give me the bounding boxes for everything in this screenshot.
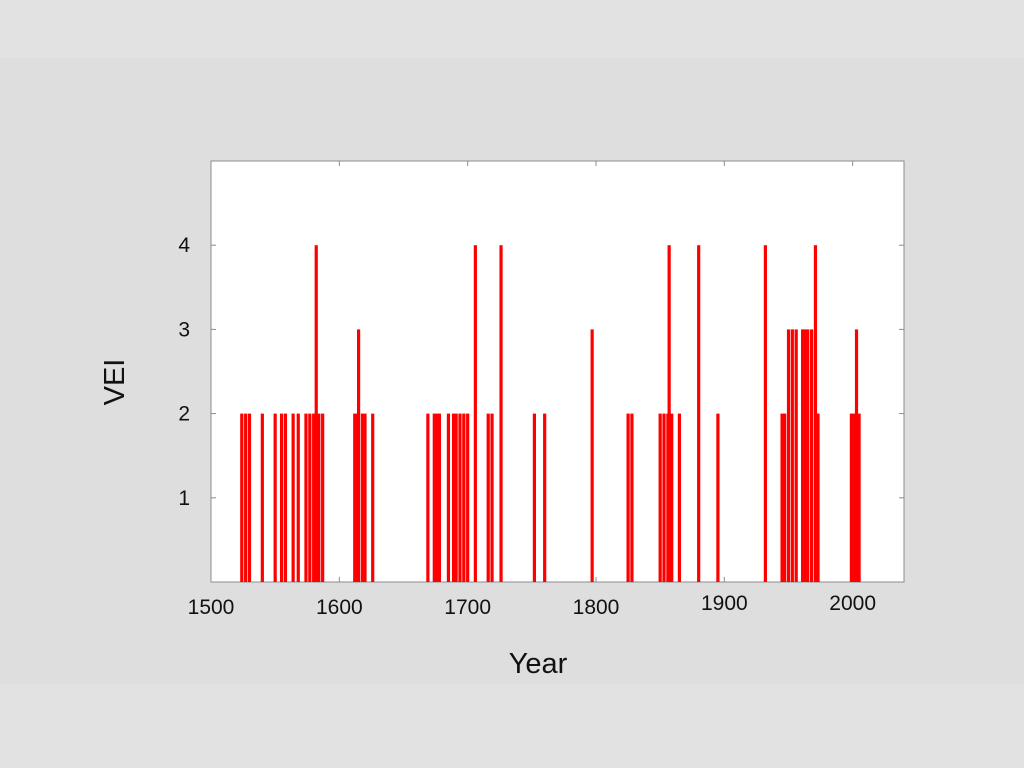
bar: [240, 413, 244, 582]
bar: [432, 413, 436, 582]
bar: [810, 329, 814, 582]
bar: [247, 413, 252, 582]
bar: [816, 413, 820, 582]
bar: [532, 413, 536, 582]
x-axis-title: Year: [509, 648, 568, 680]
bar: [854, 329, 859, 582]
bar: [794, 329, 798, 582]
bar: [279, 413, 284, 582]
y-tick-labels: 1 2 3 4: [178, 234, 190, 510]
bar: [486, 413, 490, 582]
bar: [273, 413, 277, 582]
bar: [312, 413, 316, 582]
x-tick-label: 1700: [444, 596, 491, 619]
bar: [786, 329, 791, 582]
bar: [466, 413, 470, 582]
bar: [317, 413, 321, 582]
bar: [667, 245, 671, 582]
y-axis-title: VEI: [99, 359, 131, 406]
x-tick-label: 1800: [573, 596, 620, 619]
x-tick-label: 1900: [701, 592, 748, 615]
bar: [852, 413, 856, 582]
bar: [806, 329, 810, 582]
bar: [244, 413, 248, 582]
bar: [473, 245, 477, 582]
y-tick-label: 2: [178, 403, 190, 426]
bar: [360, 413, 365, 582]
bar: [314, 245, 318, 582]
bar: [801, 329, 805, 582]
bar: [813, 245, 818, 582]
bar: [454, 413, 458, 582]
bar: [626, 413, 630, 582]
bar: [462, 413, 466, 582]
bar: [304, 413, 308, 582]
bar: [849, 413, 853, 582]
bar: [857, 413, 861, 582]
bar: [371, 413, 375, 582]
bar: [803, 329, 807, 582]
bar: [260, 413, 264, 582]
bar: [697, 245, 701, 582]
bar: [790, 329, 794, 582]
bar: [630, 413, 634, 582]
bar: [363, 413, 367, 582]
bars: [240, 245, 861, 582]
bar: [658, 413, 662, 582]
bar: [662, 413, 666, 582]
bar: [446, 413, 451, 582]
bar: [437, 413, 442, 582]
bar: [321, 413, 325, 582]
bar: [499, 245, 503, 582]
bar: [308, 413, 312, 582]
bar: [670, 413, 674, 582]
x-tick-label: 2000: [829, 592, 876, 615]
y-tick-label: 1: [178, 487, 190, 510]
bar: [356, 329, 361, 582]
bar: [458, 413, 462, 582]
bar: [426, 413, 430, 582]
x-tick-labels: 1500 1600 1700 1800 1900 2000: [188, 592, 876, 619]
bar: [291, 413, 295, 582]
y-tick-label: 4: [178, 234, 190, 257]
bar: [543, 413, 547, 582]
x-tick-label: 1500: [188, 596, 235, 619]
bar: [716, 413, 720, 582]
bar: [590, 329, 594, 582]
bar: [353, 413, 357, 582]
bar: [783, 413, 787, 582]
bar: [451, 413, 456, 582]
bar: [283, 413, 288, 582]
y-tick-label: 3: [178, 318, 190, 341]
bar: [763, 245, 767, 582]
x-tick-label: 1600: [316, 596, 363, 619]
bar: [435, 413, 439, 582]
bar: [677, 413, 682, 582]
bar: [490, 413, 494, 582]
bar: [780, 413, 784, 582]
bar: [296, 413, 300, 582]
